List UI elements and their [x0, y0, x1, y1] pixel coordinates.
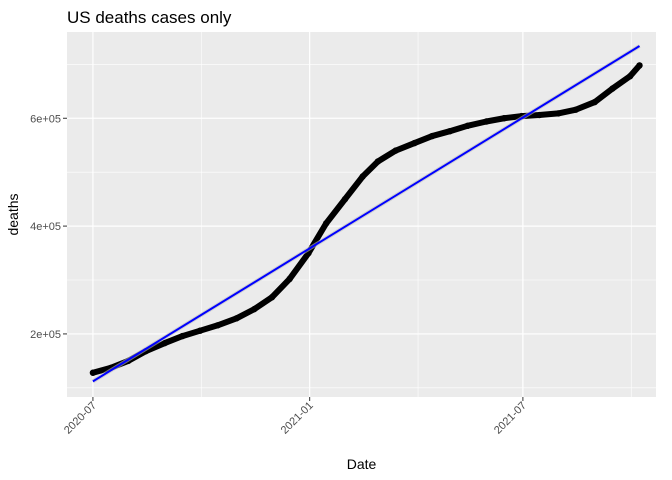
deaths-point — [428, 132, 436, 140]
deaths-point — [89, 369, 97, 376]
chart-title: US deaths cases only — [67, 8, 232, 27]
deaths-point — [233, 315, 240, 322]
deaths-point — [196, 327, 204, 334]
deaths-point — [374, 158, 382, 165]
deaths-point — [322, 220, 330, 227]
deaths-point — [626, 73, 634, 80]
deaths-point — [359, 173, 366, 180]
minor-gridlines — [67, 32, 656, 397]
x-axis: 2020-07 2021-01 2021-07 — [62, 397, 529, 437]
deaths-point — [161, 339, 168, 347]
deaths-point — [268, 294, 276, 301]
y-axis-title: deaths — [5, 193, 21, 235]
deaths-point — [179, 332, 186, 340]
deaths-point — [555, 110, 562, 117]
y-tick-label: 2e+05 — [30, 329, 61, 341]
deaths-point — [572, 106, 580, 113]
deaths-point — [286, 275, 293, 283]
y-tick-label: 4e+05 — [30, 221, 61, 233]
deaths-point — [591, 98, 598, 106]
deaths-point — [411, 139, 418, 147]
x-tick-label: 2021-07 — [492, 400, 529, 437]
deaths-point — [251, 305, 258, 313]
deaths-series — [89, 62, 643, 376]
deaths-point — [500, 115, 508, 122]
deaths-point — [636, 62, 643, 69]
y-tick-label: 6e+05 — [30, 113, 61, 125]
deaths-point — [609, 85, 616, 92]
trend-line — [92, 45, 641, 383]
x-axis-title: Date — [347, 456, 377, 472]
deaths-point — [483, 118, 490, 125]
deaths-point — [392, 147, 399, 154]
deaths-point — [446, 128, 454, 135]
y-axis: 2e+05 4e+05 6e+05 — [30, 113, 67, 341]
deaths-point — [464, 122, 471, 130]
major-gridlines — [67, 32, 656, 397]
x-tick-label: 2020-07 — [62, 400, 99, 437]
deaths-point — [536, 111, 543, 119]
x-tick-label: 2021-01 — [279, 400, 316, 437]
deaths-point — [214, 322, 221, 329]
trend-line-series — [91, 44, 641, 384]
deaths-point — [341, 195, 349, 203]
